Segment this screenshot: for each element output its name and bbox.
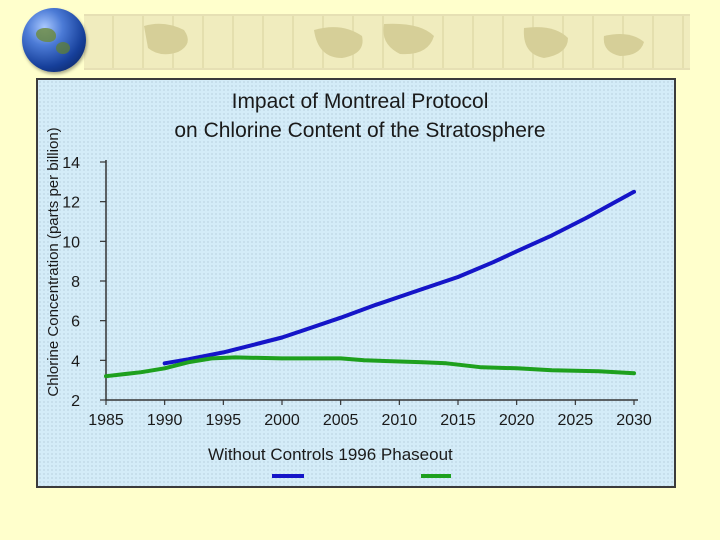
data-point-without-controls: [491, 260, 496, 264]
y-tick-label: 2: [71, 393, 80, 410]
data-point-without-controls: [280, 335, 284, 340]
data-point-without-controls: [221, 350, 226, 355]
data-point-1996-phaseout: [139, 370, 143, 375]
series-line-without-controls: [162, 189, 636, 366]
data-point-without-controls: [456, 275, 460, 279]
x-tick-label: 2000: [264, 412, 300, 429]
data-point-without-controls: [338, 315, 343, 320]
data-point-without-controls: [514, 249, 519, 254]
data-point-1996-phaseout: [209, 356, 214, 361]
data-point-1996-phaseout: [479, 365, 484, 370]
data-point-without-controls: [397, 295, 402, 299]
y-tick-label: 10: [62, 234, 80, 251]
y-tick-label: 4: [71, 353, 80, 370]
x-tick-label: 2015: [440, 412, 476, 429]
data-point-without-controls: [256, 341, 261, 346]
y-tick-label: 8: [71, 274, 80, 291]
x-tick-label: 2010: [382, 412, 418, 429]
y-tick-label: 6: [71, 314, 80, 331]
data-point-1996-phaseout: [362, 358, 366, 363]
x-tick-label: 2020: [499, 412, 535, 429]
data-point-without-controls: [632, 189, 636, 194]
x-tick-label: 2005: [323, 412, 359, 429]
data-point-1996-phaseout: [632, 371, 636, 376]
x-tick-label: 2030: [616, 412, 652, 429]
data-point-1996-phaseout: [421, 360, 425, 365]
data-point-without-controls: [421, 287, 425, 291]
data-point-without-controls: [550, 233, 554, 238]
data-point-without-controls: [162, 361, 167, 366]
x-tick-label: 1985: [88, 412, 124, 429]
data-point-1996-phaseout: [597, 369, 601, 374]
chart-title-line-2: on Chlorine Content of the Stratosphere: [174, 119, 545, 142]
x-tick-label: 2025: [558, 412, 594, 429]
y-axis-label: Chlorine Concentration (parts per billio…: [45, 127, 62, 396]
globe-icon: [22, 8, 86, 72]
chart-panel: Impact of Montreal Protocol on Chlorine …: [36, 78, 676, 488]
data-point-1996-phaseout: [104, 374, 108, 379]
chlorine-line-chart: Impact of Montreal Protocol on Chlorine …: [45, 90, 652, 478]
data-point-1996-phaseout: [514, 366, 519, 371]
data-point-1996-phaseout: [550, 368, 554, 373]
data-point-without-controls: [585, 215, 589, 220]
data-point-1996-phaseout: [162, 366, 167, 371]
x-tick-label: 1990: [147, 412, 183, 429]
data-point-1996-phaseout: [186, 360, 190, 365]
data-point-1996-phaseout: [444, 361, 449, 366]
series-line-1996-phaseout: [104, 355, 636, 379]
map-banner: [84, 14, 690, 70]
data-point-1996-phaseout: [338, 356, 343, 361]
y-tick-label: 14: [62, 155, 80, 172]
data-point-without-controls: [608, 202, 613, 207]
legend-text: Without Controls 1996 Phaseout: [208, 445, 453, 464]
x-tick-label: 1995: [206, 412, 242, 429]
data-point-1996-phaseout: [280, 356, 284, 361]
world-map-decoration: [144, 23, 644, 58]
data-point-without-controls: [374, 303, 378, 307]
y-tick-label: 12: [62, 195, 80, 212]
data-point-without-controls: [303, 327, 308, 332]
data-point-1996-phaseout: [233, 355, 237, 360]
chart-title-line-1: Impact of Montreal Protocol: [232, 90, 489, 113]
